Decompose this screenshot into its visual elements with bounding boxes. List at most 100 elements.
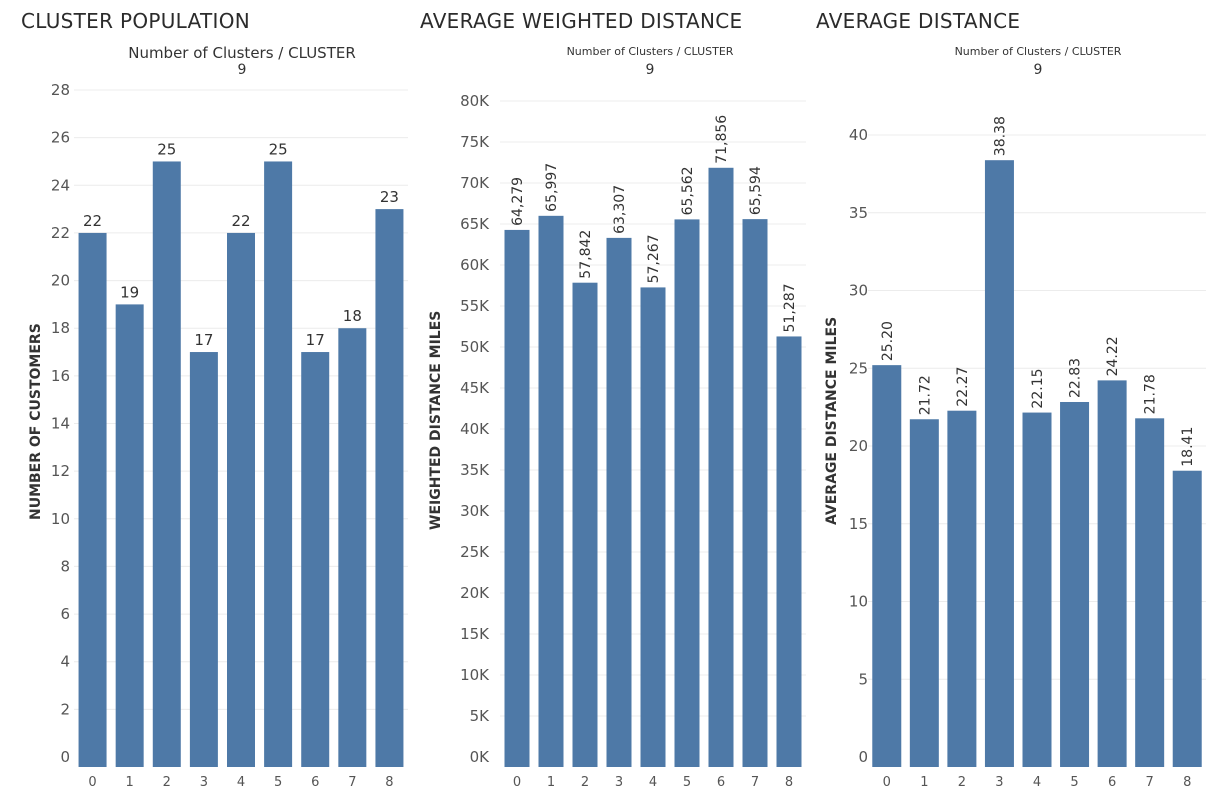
y-tick-label: 20	[849, 437, 868, 455]
x-tick-label: 6	[311, 775, 319, 790]
y-tick-label: 4	[60, 653, 70, 671]
x-tick-label: 4	[649, 775, 657, 790]
y-tick-label: 30	[849, 282, 868, 300]
bar	[674, 219, 700, 767]
bar	[1060, 401, 1090, 767]
bar-value-label: 25	[269, 140, 288, 158]
x-tick-label: 0	[883, 775, 891, 790]
bar	[189, 352, 218, 767]
bar	[264, 161, 293, 767]
column-header: Number of Clusters / CLUSTER	[128, 44, 356, 62]
y-tick-label: 0	[60, 748, 70, 766]
y-tick-label: 15K	[460, 625, 490, 643]
y-tick-label: 50K	[460, 338, 490, 356]
x-tick-label: 0	[513, 775, 521, 790]
column-header: Number of Clusters / CLUSTER	[566, 45, 734, 58]
bar	[538, 215, 564, 768]
bar	[1097, 380, 1127, 767]
x-tick-label: 2	[958, 775, 966, 790]
bar	[504, 229, 530, 767]
y-tick-label: 25	[849, 359, 868, 377]
cluster-population-panel: CLUSTER POPULATION Number of Clusters / …	[0, 0, 410, 793]
x-tick-label: 3	[200, 775, 208, 790]
y-tick-label: 28	[51, 81, 70, 99]
bar	[227, 232, 255, 767]
bar	[776, 336, 802, 767]
x-tick-label: 1	[920, 775, 928, 790]
bar	[338, 328, 367, 767]
bar	[1135, 418, 1165, 767]
bar-value-label: 17	[194, 331, 213, 349]
bar-value-label: 57,267	[646, 234, 662, 283]
cluster-population-chart: 0246810121416182022242628220191252173224…	[51, 81, 408, 790]
x-tick-label: 5	[1070, 775, 1078, 790]
bar	[909, 419, 939, 767]
y-tick-label: 40	[849, 126, 868, 144]
y-tick-label: 70K	[460, 174, 490, 192]
bar-value-label: 22	[83, 212, 102, 230]
x-tick-label: 7	[1146, 775, 1154, 790]
y-tick-label: 10	[51, 510, 70, 528]
bar-value-label: 19	[120, 283, 139, 301]
y-tick-label: 75K	[460, 133, 490, 151]
bar	[606, 237, 632, 768]
x-tick-label: 7	[348, 775, 356, 790]
x-tick-label: 8	[385, 775, 393, 790]
chart-title: CLUSTER POPULATION	[21, 9, 251, 33]
bar-value-label: 18	[343, 307, 362, 325]
y-tick-label: 12	[51, 462, 70, 480]
bar-value-label: 24.22	[1105, 336, 1121, 376]
x-tick-label: 3	[995, 775, 1003, 790]
y-tick-label: 16	[51, 367, 70, 385]
y-tick-label: 18	[51, 319, 70, 337]
y-tick-label: 20K	[460, 584, 490, 602]
column-header-value: 9	[237, 62, 247, 78]
bar-value-label: 25.20	[880, 321, 896, 361]
bar	[115, 304, 144, 767]
average-distance-panel: AVERAGE DISTANCE Number of Clusters / CL…	[810, 0, 1208, 793]
bar-value-label: 21.72	[917, 375, 933, 415]
x-tick-label: 2	[163, 775, 171, 790]
x-tick-label: 1	[547, 775, 555, 790]
bar-value-label: 71,856	[714, 115, 730, 164]
y-tick-label: 0K	[470, 748, 491, 766]
bar	[640, 287, 666, 767]
column-header: Number of Clusters / CLUSTER	[954, 45, 1122, 58]
column-header-value: 9	[1033, 62, 1043, 78]
bar-value-label: 21.78	[1143, 374, 1159, 414]
x-tick-label: 8	[1183, 775, 1191, 790]
x-tick-label: 1	[126, 775, 134, 790]
bar	[947, 410, 977, 767]
y-tick-label: 5	[858, 670, 868, 688]
x-tick-label: 5	[274, 775, 282, 790]
bar-value-label: 22.27	[955, 367, 971, 407]
bar-value-label: 65,594	[748, 166, 764, 215]
y-tick-label: 26	[51, 129, 70, 147]
x-tick-label: 4	[237, 775, 245, 790]
y-tick-label: 40K	[460, 420, 490, 438]
bar-value-label: 23	[380, 188, 399, 206]
y-tick-label: 25K	[460, 543, 490, 561]
bar-value-label: 51,287	[782, 283, 798, 332]
x-tick-label: 5	[683, 775, 691, 790]
x-tick-label: 8	[785, 775, 793, 790]
bar	[1022, 412, 1052, 767]
y-tick-label: 15	[849, 515, 868, 533]
x-tick-label: 2	[581, 775, 589, 790]
y-tick-label: 45K	[460, 379, 490, 397]
bar	[1172, 470, 1202, 767]
y-tick-label: 8	[60, 557, 70, 575]
bar-value-label: 64,279	[510, 177, 526, 226]
average-distance-chart: 051015202530354025.20021.72122.27238.383…	[849, 116, 1206, 790]
y-tick-label: 0	[858, 748, 868, 766]
bar-value-label: 22.83	[1068, 358, 1084, 398]
bar	[375, 209, 404, 767]
average-weighted-distance-panel: AVERAGE WEIGHTED DISTANCE Number of Clus…	[410, 0, 810, 793]
chart-title: AVERAGE WEIGHTED DISTANCE	[420, 9, 743, 33]
x-tick-label: 6	[1108, 775, 1116, 790]
bar	[708, 167, 734, 767]
y-tick-label: 2	[60, 700, 70, 718]
y-tick-label: 6	[60, 605, 70, 623]
average-weighted-distance-chart: 0K 5K 10K 15K 20K 25K 30K 35K 40K 45K 50K 55K 60K 65K…	[460, 92, 806, 790]
x-tick-label: 0	[88, 775, 96, 790]
